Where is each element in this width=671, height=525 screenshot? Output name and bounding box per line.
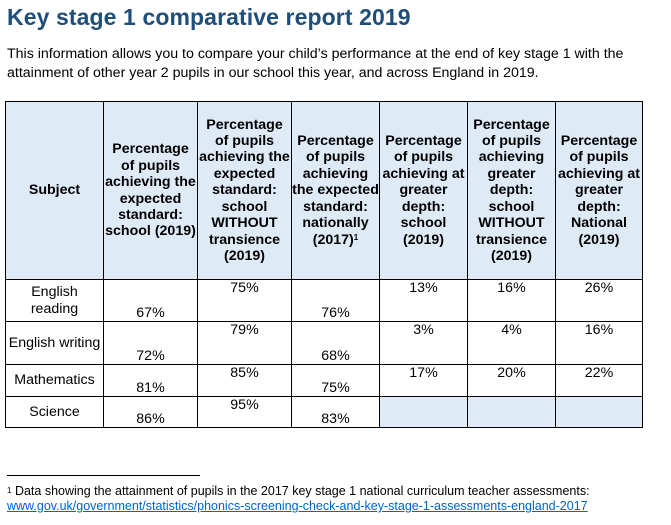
value-cell: 95% bbox=[197, 396, 292, 428]
value-cell: 22% bbox=[555, 364, 643, 397]
value-cell: 86% bbox=[103, 396, 198, 428]
header-expected-school-without-transience: Percentage of pupils achieving the expec… bbox=[197, 101, 292, 280]
value-cell: 72% bbox=[103, 321, 198, 365]
empty-shaded-cell bbox=[555, 396, 643, 428]
value-cell: 67% bbox=[103, 279, 198, 322]
value-cell: 13% bbox=[379, 279, 468, 322]
subject-cell: English writing bbox=[5, 321, 104, 365]
value-cell: 81% bbox=[103, 364, 198, 397]
value-cell: 85% bbox=[197, 364, 292, 397]
value-cell: 68% bbox=[291, 321, 380, 365]
table-row: English writing 72% 79% 68% 3% 4% 16% bbox=[5, 321, 643, 365]
subject-cell: Science bbox=[5, 396, 104, 428]
value-cell: 79% bbox=[197, 321, 292, 365]
empty-shaded-cell bbox=[467, 396, 556, 428]
subject-cell: Mathematics bbox=[5, 364, 104, 397]
value-cell: 3% bbox=[379, 321, 468, 365]
table-header-row: Subject Percentage of pupils achieving t… bbox=[5, 101, 643, 280]
header-greater-depth-national: Percentage of pupils achieving at greate… bbox=[555, 101, 643, 280]
empty-shaded-cell bbox=[379, 396, 468, 428]
intro-paragraph: This information allows you to compare y… bbox=[7, 46, 624, 81]
page-title: Key stage 1 comparative report 2019 bbox=[7, 4, 411, 30]
footnote-number: 1 bbox=[7, 486, 12, 495]
value-cell: 76% bbox=[291, 279, 380, 322]
header-expected-school: Percentage of pupils achieving the expec… bbox=[103, 101, 198, 280]
value-cell: 16% bbox=[467, 279, 556, 322]
value-cell: 26% bbox=[555, 279, 643, 322]
value-cell: 17% bbox=[379, 364, 468, 397]
header-greater-depth-school-without-transience: Percentage of pupils achieving greater d… bbox=[467, 101, 556, 280]
table-row: Mathematics 81% 85% 75% 17% 20% 22% bbox=[5, 364, 643, 397]
header-greater-depth-school: Percentage of pupils achieving at greate… bbox=[379, 101, 468, 280]
header-expected-national-label: Percentage of pupils achieving the expec… bbox=[292, 133, 379, 248]
value-cell: 4% bbox=[467, 321, 556, 365]
table-row: English reading 67% 75% 76% 13% 16% 26% bbox=[5, 279, 643, 322]
value-cell: 83% bbox=[291, 396, 380, 428]
comparative-report-table: Subject Percentage of pupils achieving t… bbox=[5, 101, 643, 428]
footnote-reference: 1 bbox=[353, 232, 359, 242]
value-cell: 20% bbox=[467, 364, 556, 397]
footnote-link[interactable]: www.gov.uk/government/statistics/phonics… bbox=[7, 499, 588, 513]
header-subject: Subject bbox=[5, 101, 104, 280]
header-expected-national: Percentage of pupils achieving the expec… bbox=[291, 101, 380, 280]
footnote: 1 Data showing the attainment of pupils … bbox=[7, 484, 667, 514]
value-cell: 75% bbox=[197, 279, 292, 322]
subject-cell: English reading bbox=[5, 279, 104, 322]
table-row: Science 86% 95% 83% bbox=[5, 396, 643, 428]
footnote-text: Data showing the attainment of pupils in… bbox=[14, 484, 590, 498]
value-cell: 75% bbox=[291, 364, 380, 397]
footnote-separator bbox=[7, 475, 200, 476]
value-cell: 16% bbox=[555, 321, 643, 365]
